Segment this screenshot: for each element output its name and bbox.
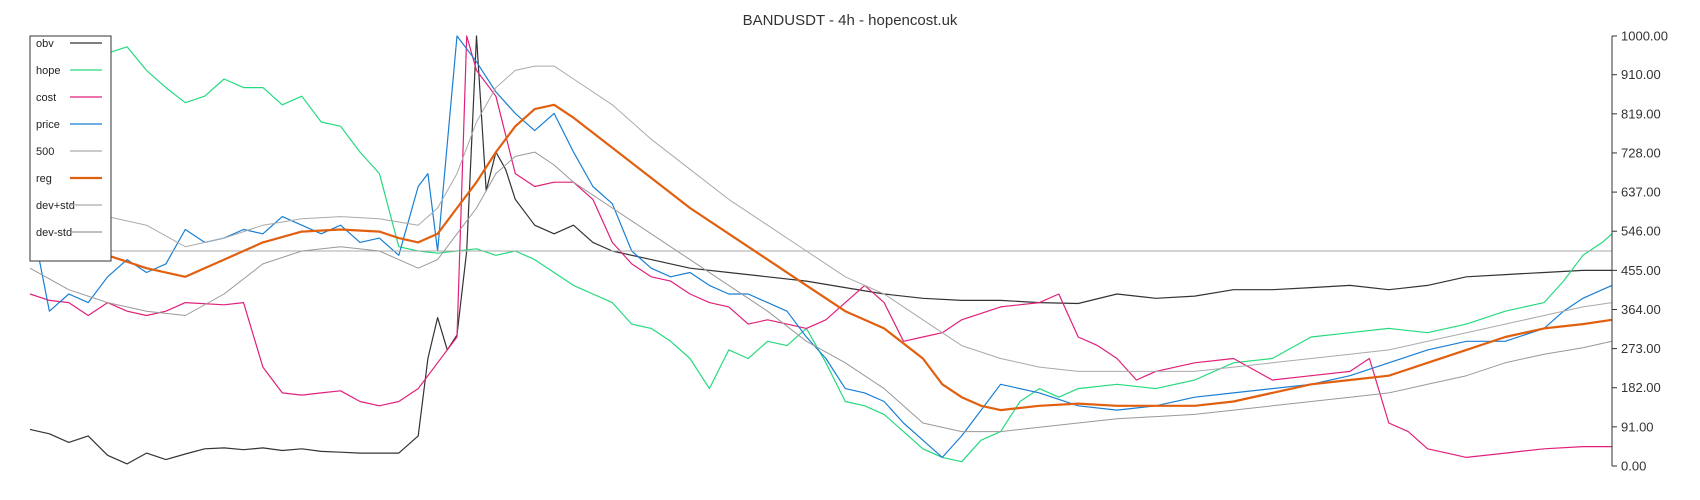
legend-label: 500 (36, 146, 54, 158)
legend-item: reg (36, 173, 102, 185)
legend-label: reg (36, 173, 52, 185)
legend-box (29, 35, 112, 262)
y-tick-label: 819.00 (1621, 106, 1661, 121)
y-tick-label: 637.00 (1621, 185, 1661, 200)
legend-item: dev-std (36, 227, 102, 239)
y-tick-label: 364.00 (1621, 302, 1661, 317)
plot-area (29, 35, 1613, 465)
legend-item: hope (36, 65, 102, 77)
y-tick-label: 546.00 (1621, 224, 1661, 239)
legend-item: dev+std (36, 200, 102, 212)
legend-label: dev+std (36, 200, 75, 212)
legend-item: price (36, 119, 102, 131)
legend-label: hope (36, 65, 60, 77)
y-tick-label: 1000.00 (1621, 29, 1668, 44)
chart-title: BANDUSDT - 4h - hopencost.uk (743, 12, 958, 29)
y-tick-label: 910.00 (1621, 67, 1661, 82)
series-line-hope (29, 46, 1613, 463)
y-axis: 1000.00 910.00 819.00 728.00 637.00 546.00 455… (1611, 29, 1668, 474)
series-line-dev-std (29, 151, 1613, 433)
series-line-dev-std (29, 65, 1613, 372)
y-tick-label: 182.00 (1621, 380, 1661, 395)
legend: obv hope cost price 500 reg dev+std dev-std (29, 35, 112, 262)
series-line-obv (29, 35, 1612, 465)
legend-item: cost (36, 92, 102, 104)
y-tick-label: 728.00 (1621, 145, 1661, 160)
series-line-cost (29, 35, 1612, 458)
legend-label: obv (36, 38, 54, 50)
y-tick-label: 455.00 (1621, 263, 1661, 278)
legend-label: dev-std (36, 227, 72, 239)
legend-item: obv (36, 38, 102, 50)
legend-item: 500 (36, 146, 102, 158)
series-line-price (29, 35, 1613, 458)
legend-label: price (36, 119, 60, 131)
y-tick-label: 91.00 (1621, 419, 1654, 434)
y-tick-label: 273.00 (1621, 341, 1661, 356)
series-line-reg (29, 103, 1613, 412)
y-tick-label: 0.00 (1621, 459, 1646, 474)
legend-label: cost (36, 92, 56, 104)
